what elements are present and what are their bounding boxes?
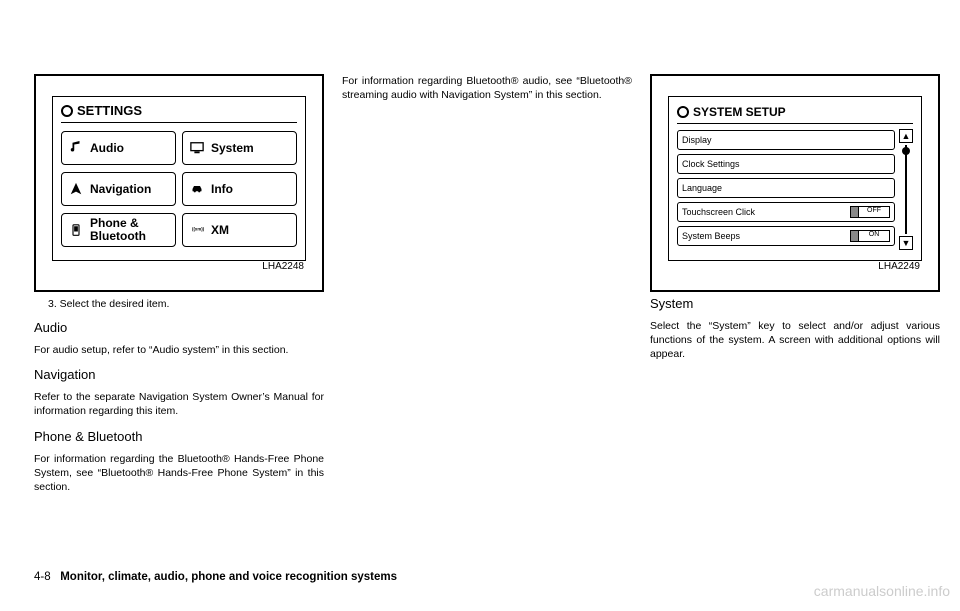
xm-button[interactable]: ((xm)) XM <box>182 213 297 247</box>
navigation-heading: Navigation <box>34 367 324 382</box>
display-row[interactable]: Display <box>677 130 895 150</box>
watermark: carmanualsonline.info <box>814 583 950 599</box>
phone-icon <box>68 223 84 237</box>
phone-bluetooth-button[interactable]: Phone & Bluetooth <box>61 213 176 247</box>
info-label: Info <box>211 183 233 196</box>
touchscreen-row[interactable]: Touchscreen Click OFF <box>677 202 895 222</box>
scroll-down-icon[interactable]: ▼ <box>899 236 913 250</box>
column-2: For information regarding Bluetooth® aud… <box>342 74 632 504</box>
audio-label: Audio <box>90 142 124 155</box>
navigation-button[interactable]: Navigation <box>61 172 176 206</box>
audio-paragraph: For audio setup, refer to “Audio system”… <box>34 343 324 357</box>
touchscreen-label: Touchscreen Click <box>682 207 755 217</box>
setup-header: SYSTEM SETUP <box>677 105 913 124</box>
clock-row[interactable]: Clock Settings <box>677 154 895 174</box>
settings-screen-figure: SETTINGS Audio System <box>34 74 324 292</box>
beeps-label: System Beeps <box>682 231 740 241</box>
touchscreen-toggle[interactable]: OFF <box>850 206 890 218</box>
system-paragraph: Select the “System” key to select and/or… <box>650 319 940 362</box>
phone-label: Phone & Bluetooth <box>90 217 146 242</box>
navigation-paragraph: Refer to the separate Navigation System … <box>34 390 324 418</box>
system-setup-figure: SYSTEM SETUP Display Clock Settings Lang… <box>650 74 940 292</box>
system-label: System <box>211 142 254 155</box>
step-3-text: 3. Select the desired item. <box>34 298 324 310</box>
settings-header: SETTINGS <box>61 103 297 123</box>
display-label: Display <box>682 135 712 145</box>
beeps-toggle[interactable]: ON <box>850 230 890 242</box>
audio-button[interactable]: Audio <box>61 131 176 165</box>
gear-icon <box>61 105 73 117</box>
page-footer: 4-8 Monitor, climate, audio, phone and v… <box>34 571 397 583</box>
gear-icon <box>677 106 689 118</box>
phone-paragraph: For information regarding the Bluetooth®… <box>34 452 324 495</box>
audio-heading: Audio <box>34 320 324 335</box>
navigation-label: Navigation <box>90 183 151 196</box>
beeps-row[interactable]: System Beeps ON <box>677 226 895 246</box>
nav-arrow-icon <box>68 182 84 196</box>
setup-title: SYSTEM SETUP <box>693 105 786 119</box>
settings-title: SETTINGS <box>77 103 142 118</box>
svg-text:((xm)): ((xm)) <box>192 227 205 232</box>
language-row[interactable]: Language <box>677 178 895 198</box>
phone-heading: Phone & Bluetooth <box>34 429 324 444</box>
scroll-track[interactable] <box>905 145 907 234</box>
language-label: Language <box>682 183 722 193</box>
bluetooth-audio-paragraph: For information regarding Bluetooth® aud… <box>342 74 632 102</box>
music-note-icon <box>68 141 84 155</box>
figure-label-1: LHA2248 <box>52 261 306 272</box>
xm-icon: ((xm)) <box>189 223 205 237</box>
scroll-up-icon[interactable]: ▲ <box>899 129 913 143</box>
clock-label: Clock Settings <box>682 159 740 169</box>
monitor-icon <box>189 141 205 155</box>
footer-title: Monitor, climate, audio, phone and voice… <box>60 571 397 583</box>
system-button[interactable]: System <box>182 131 297 165</box>
page-number: 4-8 <box>34 571 51 583</box>
car-icon <box>189 182 205 196</box>
column-3: SYSTEM SETUP Display Clock Settings Lang… <box>650 74 940 504</box>
system-heading: System <box>650 296 940 311</box>
column-1: SETTINGS Audio System <box>34 74 324 504</box>
info-button[interactable]: Info <box>182 172 297 206</box>
scrollbar[interactable]: ▲ ▼ <box>899 129 913 250</box>
figure-label-2: LHA2249 <box>668 261 922 272</box>
xm-label: XM <box>211 224 229 237</box>
